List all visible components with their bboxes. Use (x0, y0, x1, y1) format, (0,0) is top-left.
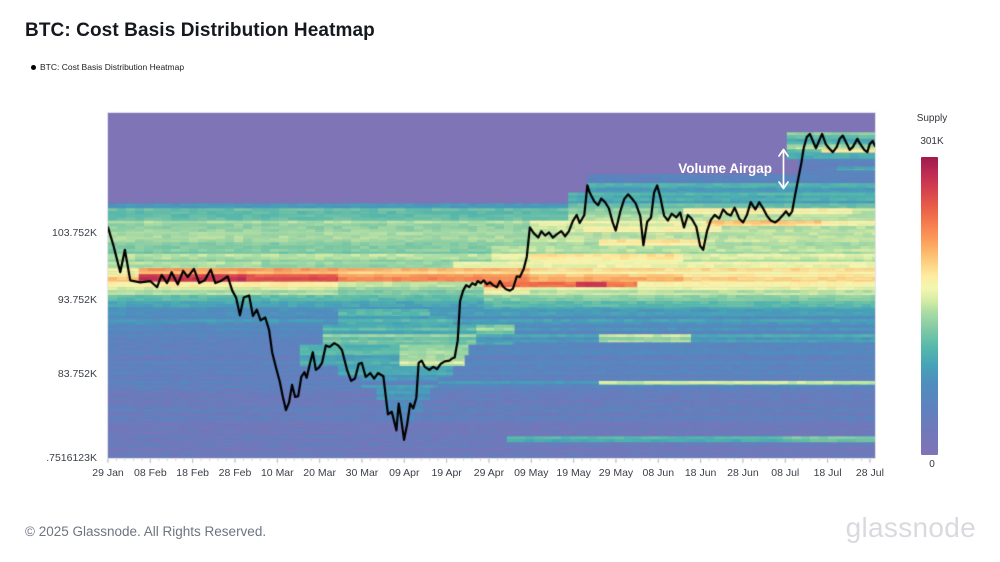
legend-label: BTC: Cost Basis Distribution Heatmap (40, 62, 185, 72)
glassnode-logo: glassnode (845, 512, 976, 543)
x-tick-label: 19 Apr (431, 467, 462, 479)
volume-airgap-annotation: Volume Airgap (678, 161, 772, 176)
x-tick-label: 19 May (556, 467, 591, 479)
page-title: BTC: Cost Basis Distribution Heatmap (25, 20, 375, 41)
legend-dot-icon (31, 64, 36, 70)
legend-item[interactable]: BTC: Cost Basis Distribution Heatmap (31, 62, 184, 72)
colorbar-max-label: 301K (920, 136, 944, 147)
y-tick-label: 93.752K (57, 294, 97, 307)
x-tick-label: 18 Feb (176, 467, 210, 479)
x-tick-label: 28 Jun (727, 467, 759, 479)
colorbar-title: Supply (916, 113, 948, 124)
x-tick-label: 09 Apr (389, 467, 420, 479)
x-tick-label: 08 Jul (771, 467, 800, 479)
x-tick-label: 10 Mar (260, 467, 294, 479)
x-tick-label: 20 Mar (303, 467, 336, 479)
x-tick-label: 09 May (514, 467, 549, 479)
x-tick-label: 18 Jun (684, 467, 717, 479)
x-tick-label: 29 Apr (473, 467, 505, 479)
x-tick-label: 28 Feb (218, 467, 252, 479)
double-arrow-icon (778, 148, 789, 190)
y-tick-label: .7516123K (46, 451, 97, 464)
x-tick-label: 18 Jul (813, 467, 842, 479)
copyright-text: © 2025 Glassnode. All Rights Reserved. (25, 524, 267, 539)
x-tick-label: 29 Jan (92, 467, 124, 479)
colorbar-min-label: 0 (929, 459, 935, 470)
x-tick-label: 29 May (598, 467, 634, 479)
y-tick-label: 83.752K (57, 368, 97, 381)
x-tick-label: 30 Mar (345, 467, 379, 479)
x-tick-label: 08 Jun (642, 467, 675, 479)
y-tick-label: 103.752K (52, 227, 97, 240)
x-tick-label: 28 Jul (855, 467, 884, 479)
x-tick-label: 08 Feb (133, 467, 167, 479)
colorbar-gradient (921, 157, 938, 455)
